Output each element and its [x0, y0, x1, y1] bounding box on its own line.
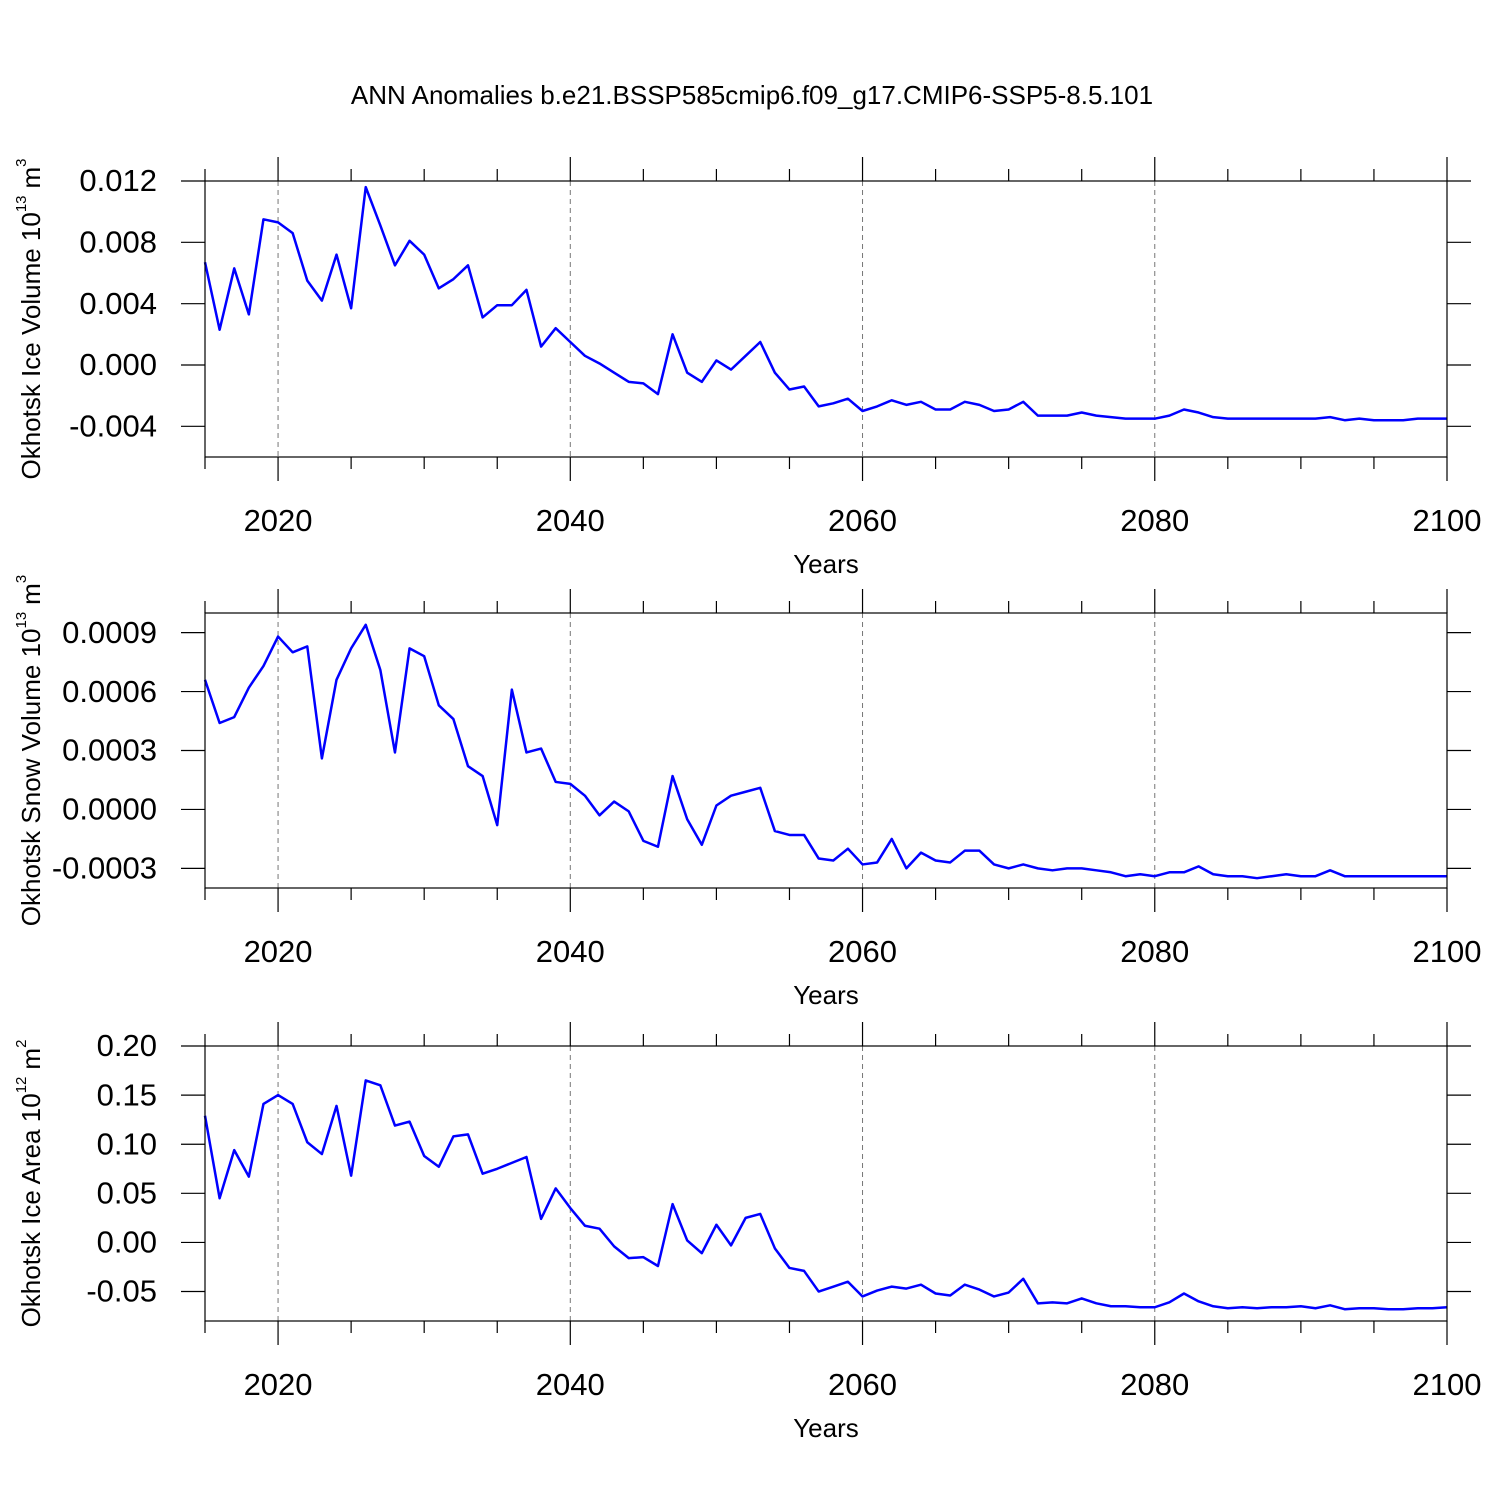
- x-tick-label: 2100: [1413, 503, 1482, 538]
- y-tick-label: 0.0009: [62, 615, 157, 650]
- x-tick-label: 2060: [828, 503, 897, 538]
- y-tick-label: -0.004: [69, 409, 157, 444]
- x-tick-label: 2060: [828, 1367, 897, 1402]
- y-tick-label: 0.05: [97, 1176, 157, 1211]
- plot-frame: [204, 612, 1448, 889]
- y-axis-label-unit: m: [16, 1048, 46, 1070]
- y-axis-label-unit: m: [16, 167, 46, 189]
- y-tick-label: -0.0003: [52, 851, 157, 886]
- y-tick-label: 0.012: [79, 163, 157, 198]
- y-tick-label: 0.15: [97, 1077, 157, 1112]
- x-tick-label: 2080: [1120, 934, 1189, 969]
- x-tick-label: 2020: [244, 1367, 313, 1402]
- x-tick-label: 2080: [1120, 503, 1189, 538]
- plot-frame: [204, 1045, 1448, 1322]
- y-tick-label: 0.0003: [62, 733, 157, 768]
- chart-title: ANN Anomalies b.e21.BSSP585cmip6.f09_g17…: [351, 80, 1153, 110]
- x-tick-label: 2040: [536, 503, 605, 538]
- x-tick-label: 2080: [1120, 1367, 1189, 1402]
- y-axis-label-exponent: 13: [13, 195, 30, 212]
- x-tick-label: 2040: [536, 1367, 605, 1402]
- x-axis-label: Years: [793, 549, 859, 579]
- x-tick-label: 2060: [828, 934, 897, 969]
- y-axis-label: Okhotsk Ice Volume 1013 m3: [13, 158, 46, 479]
- x-tick-label: 2100: [1413, 1367, 1482, 1402]
- y-axis-label-unit: m: [16, 583, 46, 605]
- y-axis-label-unit-exponent: 2: [13, 1040, 30, 1048]
- y-axis-label: Okhotsk Snow Volume 1013 m3: [13, 575, 46, 926]
- data-line: [203, 623, 1447, 880]
- y-tick-label: 0.004: [79, 286, 157, 321]
- plot-frame: [204, 180, 1448, 458]
- y-tick-label: 0.0006: [62, 674, 157, 709]
- y-axis-label-text: Okhotsk Ice Area 10: [16, 1093, 46, 1327]
- x-axis-label: Years: [793, 1413, 859, 1443]
- x-axis-label: Years: [793, 980, 859, 1010]
- data-line: [203, 185, 1447, 422]
- y-tick-label: 0.20: [97, 1028, 157, 1063]
- y-tick-label: 0.008: [79, 225, 157, 260]
- x-tick-label: 2020: [244, 934, 313, 969]
- y-axis-label-exponent: 12: [13, 1077, 30, 1094]
- x-tick-label: 2020: [244, 503, 313, 538]
- y-axis-label-exponent: 13: [13, 612, 30, 629]
- y-axis-label-unit-exponent: 3: [13, 158, 30, 166]
- y-tick-label: 0.10: [97, 1126, 157, 1161]
- y-tick-label: 0.00: [97, 1225, 157, 1260]
- y-axis-label-text: Okhotsk Ice Volume 10: [16, 212, 46, 479]
- data-line: [203, 1079, 1448, 1311]
- y-tick-label: -0.05: [86, 1274, 157, 1309]
- y-tick-label: 0.0000: [62, 792, 157, 827]
- x-tick-label: 2100: [1413, 934, 1482, 969]
- y-axis-label-unit-exponent: 3: [13, 575, 30, 583]
- x-tick-label: 2040: [536, 934, 605, 969]
- y-tick-label: 0.000: [79, 347, 157, 382]
- y-axis-label-text: Okhotsk Snow Volume 10: [16, 628, 46, 926]
- y-axis-label: Okhotsk Ice Area 1012 m2: [13, 1040, 46, 1328]
